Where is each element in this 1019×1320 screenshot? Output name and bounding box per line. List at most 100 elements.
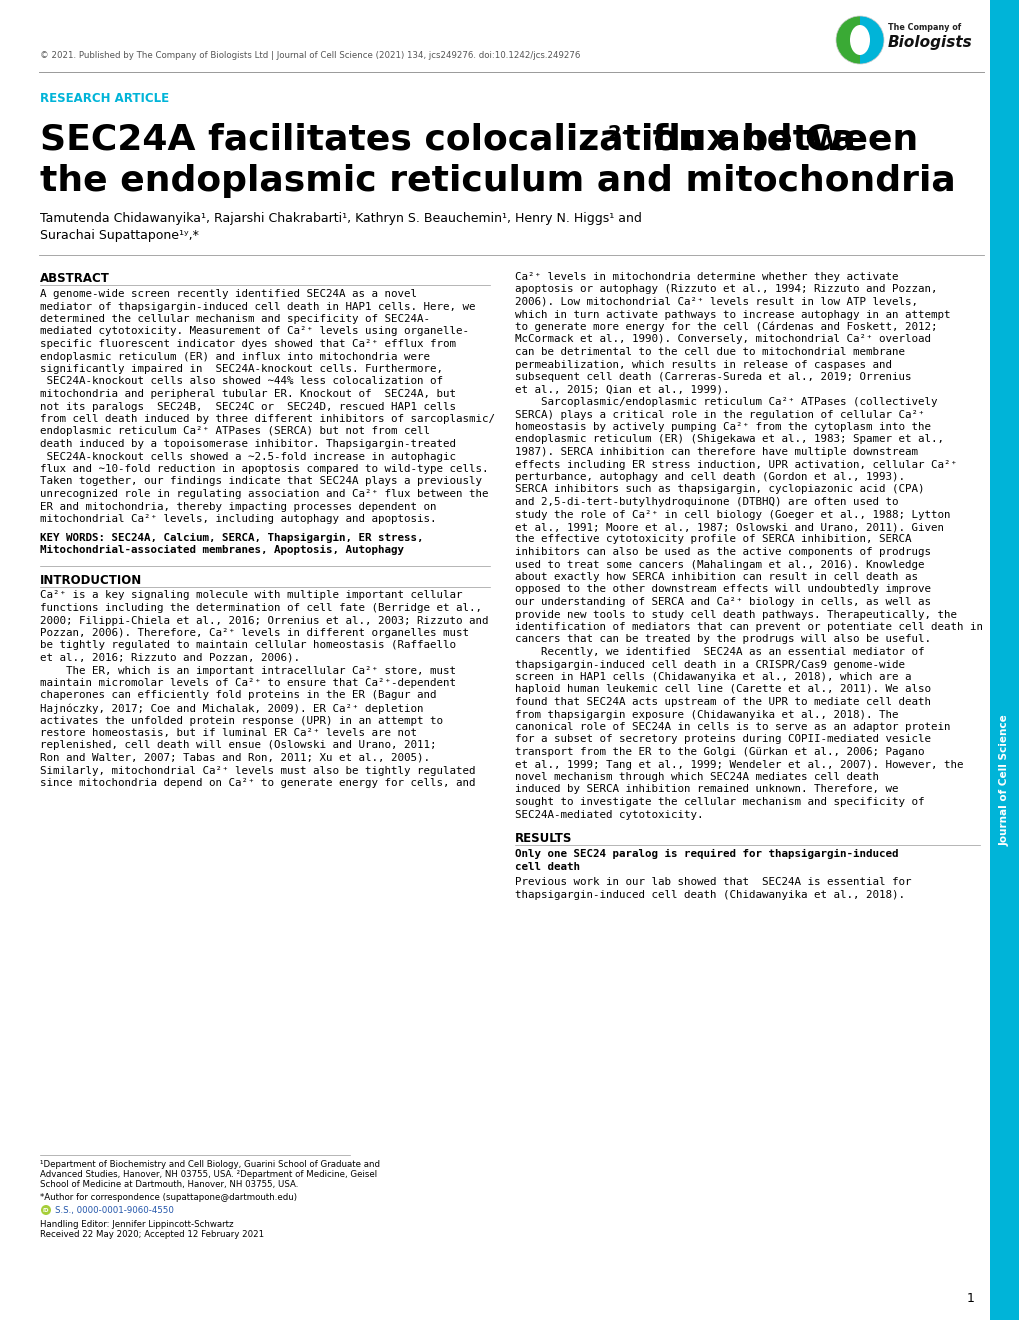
Text: Only one SEC24 paralog is required for thapsigargin-induced: Only one SEC24 paralog is required for t… [515, 849, 898, 859]
Text: the endoplasmic reticulum and mitochondria: the endoplasmic reticulum and mitochondr… [40, 164, 955, 198]
Text: subsequent cell death (Carreras-Sureda et al., 2019; Orrenius: subsequent cell death (Carreras-Sureda e… [515, 372, 911, 381]
Text: specific fluorescent indicator dyes showed that Ca²⁺ efflux from: specific fluorescent indicator dyes show… [40, 339, 455, 348]
Text: activates the unfolded protein response (UPR) in an attempt to: activates the unfolded protein response … [40, 715, 442, 726]
Text: et al., 1999; Tang et al., 1999; Wendeler et al., 2007). However, the: et al., 1999; Tang et al., 1999; Wendele… [515, 759, 963, 770]
Text: inhibitors can also be used as the active components of prodrugs: inhibitors can also be used as the activ… [515, 546, 930, 557]
Text: since mitochondria depend on Ca²⁺ to generate energy for cells, and: since mitochondria depend on Ca²⁺ to gen… [40, 777, 475, 788]
Text: Surachai Supattapone¹ʸ,*: Surachai Supattapone¹ʸ,* [40, 228, 199, 242]
Text: The ER, which is an important intracellular Ca²⁺ store, must: The ER, which is an important intracellu… [40, 665, 455, 676]
Text: SEC24A-knockout cells showed a ∼2.5-fold increase in autophagic: SEC24A-knockout cells showed a ∼2.5-fold… [40, 451, 455, 462]
Wedge shape [859, 16, 883, 63]
Text: transport from the ER to the Golgi (Gürkan et al., 2006; Pagano: transport from the ER to the Golgi (Gürk… [515, 747, 923, 756]
Text: endoplasmic reticulum (ER) (Shigekawa et al., 1983; Spamer et al.,: endoplasmic reticulum (ER) (Shigekawa et… [515, 434, 943, 445]
Text: study the role of Ca²⁺ in cell biology (Goeger et al., 1988; Lytton: study the role of Ca²⁺ in cell biology (… [515, 510, 950, 520]
Text: death induced by a topoisomerase inhibitor. Thapsigargin-treated: death induced by a topoisomerase inhibit… [40, 440, 455, 449]
Text: RESULTS: RESULTS [515, 832, 572, 845]
Text: haploid human leukemic cell line (Carette et al., 2011). We also: haploid human leukemic cell line (Carett… [515, 685, 930, 694]
Text: cell death: cell death [515, 862, 580, 871]
Text: Mitochondrial-associated membranes, Apoptosis, Autophagy: Mitochondrial-associated membranes, Apop… [40, 545, 404, 554]
Ellipse shape [849, 25, 869, 55]
Text: ABSTRACT: ABSTRACT [40, 272, 110, 285]
Text: provide new tools to study cell death pathways. Therapeutically, the: provide new tools to study cell death pa… [515, 610, 956, 619]
Text: flux between: flux between [639, 121, 917, 156]
Text: unrecognized role in regulating association and Ca²⁺ flux between the: unrecognized role in regulating associat… [40, 488, 488, 499]
Text: novel mechanism through which SEC24A mediates cell death: novel mechanism through which SEC24A med… [515, 772, 878, 781]
Text: Sarcoplasmic/endoplasmic reticulum Ca²⁺ ATPases (collectively: Sarcoplasmic/endoplasmic reticulum Ca²⁺ … [515, 397, 936, 407]
Text: opposed to the other downstream effects will undoubtedly improve: opposed to the other downstream effects … [515, 585, 930, 594]
Text: SEC24A facilitates colocalization and Ca: SEC24A facilitates colocalization and Ca [40, 121, 855, 156]
Text: permeabilization, which results in release of caspases and: permeabilization, which results in relea… [515, 359, 892, 370]
Text: cancers that can be treated by the prodrugs will also be useful.: cancers that can be treated by the prodr… [515, 635, 930, 644]
Text: KEY WORDS: SEC24A, Calcium, SERCA, Thapsigargin, ER stress,: KEY WORDS: SEC24A, Calcium, SERCA, Thaps… [40, 532, 423, 543]
Text: which in turn activate pathways to increase autophagy in an attempt: which in turn activate pathways to incre… [515, 309, 950, 319]
Text: endoplasmic reticulum (ER) and influx into mitochondria were: endoplasmic reticulum (ER) and influx in… [40, 351, 430, 362]
Text: used to treat some cancers (Mahalingam et al., 2016). Knowledge: used to treat some cancers (Mahalingam e… [515, 560, 923, 569]
Text: and 2,5-di-tert-butylhydroquinone (DTBHQ) are often used to: and 2,5-di-tert-butylhydroquinone (DTBHQ… [515, 498, 898, 507]
Text: SEC24A-mediated cytotoxicity.: SEC24A-mediated cytotoxicity. [515, 809, 703, 820]
Text: identification of mediators that can prevent or potentiate cell death in: identification of mediators that can pre… [515, 622, 982, 632]
Text: apoptosis or autophagy (Rizzuto et al., 1994; Rizzuto and Pozzan,: apoptosis or autophagy (Rizzuto et al., … [515, 285, 936, 294]
Text: Recently, we identified  SEC24A as an essential mediator of: Recently, we identified SEC24A as an ess… [515, 647, 923, 657]
Text: Taken together, our findings indicate that SEC24A plays a previously: Taken together, our findings indicate th… [40, 477, 482, 487]
Text: for a subset of secretory proteins during COPII-mediated vesicle: for a subset of secretory proteins durin… [515, 734, 930, 744]
Text: be tightly regulated to maintain cellular homeostasis (Raffaello: be tightly regulated to maintain cellula… [40, 640, 455, 651]
Text: SERCA inhibitors such as thapsigargin, cyclopiazonic acid (CPA): SERCA inhibitors such as thapsigargin, c… [515, 484, 923, 495]
Text: mitochondria and peripheral tubular ER. Knockout of  SEC24A, but: mitochondria and peripheral tubular ER. … [40, 389, 455, 399]
Text: our understanding of SERCA and Ca²⁺ biology in cells, as well as: our understanding of SERCA and Ca²⁺ biol… [515, 597, 930, 607]
Text: induced by SERCA inhibition remained unknown. Therefore, we: induced by SERCA inhibition remained unk… [515, 784, 898, 795]
Text: A genome-wide screen recently identified SEC24A as a novel: A genome-wide screen recently identified… [40, 289, 417, 300]
Text: 1987). SERCA inhibition can therefore have multiple downstream: 1987). SERCA inhibition can therefore ha… [515, 447, 917, 457]
Text: Ca²⁺ is a key signaling molecule with multiple important cellular: Ca²⁺ is a key signaling molecule with mu… [40, 590, 462, 601]
Text: endoplasmic reticulum Ca²⁺ ATPases (SERCA) but not from cell: endoplasmic reticulum Ca²⁺ ATPases (SERC… [40, 426, 430, 437]
Text: perturbance, autophagy and cell death (Gordon et al., 1993).: perturbance, autophagy and cell death (G… [515, 473, 904, 482]
Text: restore homeostasis, but if luminal ER Ca²⁺ levels are not: restore homeostasis, but if luminal ER C… [40, 729, 417, 738]
Text: Advanced Studies, Hanover, NH 03755, USA. ²Department of Medicine, Geisel: Advanced Studies, Hanover, NH 03755, USA… [40, 1170, 377, 1179]
Text: about exactly how SERCA inhibition can result in cell death as: about exactly how SERCA inhibition can r… [515, 572, 917, 582]
Text: from cell death induced by three different inhibitors of sarcoplasmic/: from cell death induced by three differe… [40, 414, 494, 424]
Text: mitochondrial Ca²⁺ levels, including autophagy and apoptosis.: mitochondrial Ca²⁺ levels, including aut… [40, 513, 436, 524]
Text: canonical role of SEC24A in cells is to serve as an adaptor protein: canonical role of SEC24A in cells is to … [515, 722, 950, 733]
Text: SERCA) plays a critical role in the regulation of cellular Ca²⁺: SERCA) plays a critical role in the regu… [515, 409, 923, 420]
Bar [989, 0, 1019, 1320]
Text: Tamutenda Chidawanyika¹, Rajarshi Chakrabarti¹, Kathryn S. Beauchemin¹, Henry N.: Tamutenda Chidawanyika¹, Rajarshi Chakra… [40, 213, 641, 224]
Text: School of Medicine at Dartmouth, Hanover, NH 03755, USA.: School of Medicine at Dartmouth, Hanover… [40, 1180, 299, 1189]
Text: Handling Editor: Jennifer Lippincott-Schwartz: Handling Editor: Jennifer Lippincott-Sch… [40, 1220, 233, 1229]
Text: SEC24A-knockout cells also showed ∼44% less colocalization of: SEC24A-knockout cells also showed ∼44% l… [40, 376, 442, 387]
Text: Received 22 May 2020; Accepted 12 February 2021: Received 22 May 2020; Accepted 12 Februa… [40, 1230, 264, 1239]
Text: iD: iD [43, 1208, 49, 1213]
Text: homeostasis by actively pumping Ca²⁺ from the cytoplasm into the: homeostasis by actively pumping Ca²⁺ fro… [515, 422, 930, 432]
Text: chaperones can efficiently fold proteins in the ER (Bagur and: chaperones can efficiently fold proteins… [40, 690, 436, 701]
Text: sought to investigate the cellular mechanism and specificity of: sought to investigate the cellular mecha… [515, 797, 923, 807]
Text: Ron and Walter, 2007; Tabas and Ron, 2011; Xu et al., 2005).: Ron and Walter, 2007; Tabas and Ron, 201… [40, 752, 430, 763]
Text: the effective cytotoxicity profile of SERCA inhibition, SERCA: the effective cytotoxicity profile of SE… [515, 535, 911, 544]
Text: not its paralogs  SEC24B,  SEC24C or  SEC24D, rescued HAP1 cells: not its paralogs SEC24B, SEC24C or SEC24… [40, 401, 455, 412]
Text: from thapsigargin exposure (Chidawanyika et al., 2018). The: from thapsigargin exposure (Chidawanyika… [515, 710, 898, 719]
Text: functions including the determination of cell fate (Berridge et al.,: functions including the determination of… [40, 603, 482, 612]
Text: © 2021. Published by The Company of Biologists Ltd | Journal of Cell Science (20: © 2021. Published by The Company of Biol… [40, 50, 580, 59]
Text: mediated cytotoxicity. Measurement of Ca²⁺ levels using organelle-: mediated cytotoxicity. Measurement of Ca… [40, 326, 469, 337]
Text: The Company of: The Company of [888, 24, 960, 33]
Text: Pozzan, 2006). Therefore, Ca²⁺ levels in different organelles must: Pozzan, 2006). Therefore, Ca²⁺ levels in… [40, 628, 469, 638]
Text: to generate more energy for the cell (Cárdenas and Foskett, 2012;: to generate more energy for the cell (Cá… [515, 322, 936, 333]
Text: 2+: 2+ [607, 124, 638, 143]
Text: replenished, cell death will ensue (Oslowski and Urano, 2011;: replenished, cell death will ensue (Oslo… [40, 741, 436, 751]
Text: McCormack et al., 1990). Conversely, mitochondrial Ca²⁺ overload: McCormack et al., 1990). Conversely, mit… [515, 334, 930, 345]
Text: flux and ∼10-fold reduction in apoptosis compared to wild-type cells.: flux and ∼10-fold reduction in apoptosis… [40, 465, 488, 474]
Text: mediator of thapsigargin-induced cell death in HAP1 cells. Here, we: mediator of thapsigargin-induced cell de… [40, 301, 475, 312]
Text: ¹Department of Biochemistry and Cell Biology, Guarini School of Graduate and: ¹Department of Biochemistry and Cell Bio… [40, 1160, 380, 1170]
Text: Ca²⁺ levels in mitochondria determine whether they activate: Ca²⁺ levels in mitochondria determine wh… [515, 272, 898, 282]
Text: 2000; Filippi-Chiela et al., 2016; Orrenius et al., 2003; Rizzuto and: 2000; Filippi-Chiela et al., 2016; Orren… [40, 615, 488, 626]
Text: S.S., 0000-0001-9060-4550: S.S., 0000-0001-9060-4550 [55, 1205, 173, 1214]
Text: thapsigargin-induced cell death (Chidawanyika et al., 2018).: thapsigargin-induced cell death (Chidawa… [515, 890, 904, 899]
Text: determined the cellular mechanism and specificity of SEC24A-: determined the cellular mechanism and sp… [40, 314, 430, 323]
Text: Hajnóczky, 2017; Coe and Michalak, 2009). ER Ca²⁺ depletion: Hajnóczky, 2017; Coe and Michalak, 2009)… [40, 704, 423, 714]
Text: et al., 2016; Rizzuto and Pozzan, 2006).: et al., 2016; Rizzuto and Pozzan, 2006). [40, 653, 300, 663]
Text: RESEARCH ARTICLE: RESEARCH ARTICLE [40, 92, 169, 106]
Text: significantly impaired in  SEC24A-knockout cells. Furthermore,: significantly impaired in SEC24A-knockou… [40, 364, 442, 374]
Text: Similarly, mitochondrial Ca²⁺ levels must also be tightly regulated: Similarly, mitochondrial Ca²⁺ levels mus… [40, 766, 475, 776]
Text: *Author for correspondence (supattapone@dartmouth.edu): *Author for correspondence (supattapone@… [40, 1193, 297, 1203]
Text: Journal of Cell Science: Journal of Cell Science [999, 714, 1009, 846]
Text: Previous work in our lab showed that  SEC24A is essential for: Previous work in our lab showed that SEC… [515, 876, 911, 887]
Text: et al., 1991; Moore et al., 1987; Oslowski and Urano, 2011). Given: et al., 1991; Moore et al., 1987; Oslows… [515, 521, 943, 532]
Text: et al., 2015; Qian et al., 1999).: et al., 2015; Qian et al., 1999). [515, 384, 729, 395]
